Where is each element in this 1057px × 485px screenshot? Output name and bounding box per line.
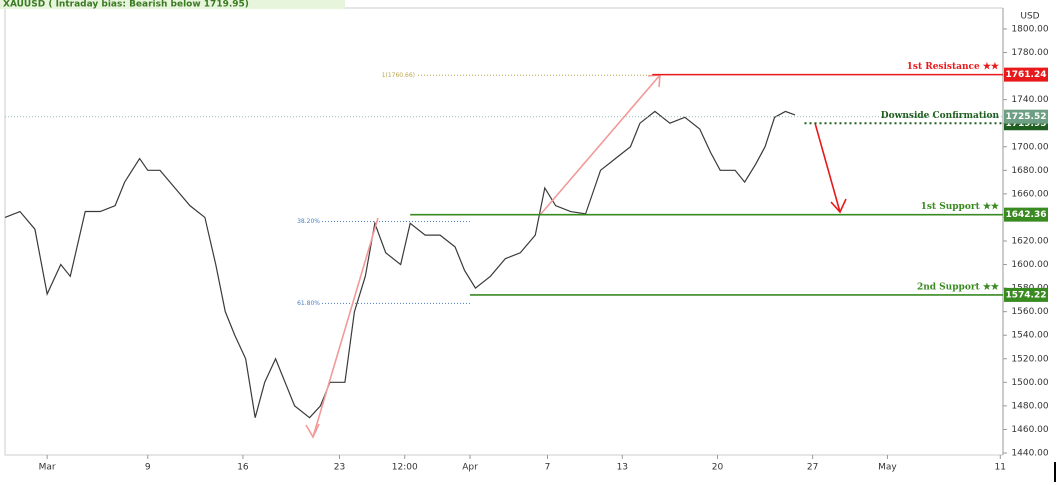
y-tick-label: 1460.00 — [1011, 425, 1048, 435]
price-tag — [1004, 67, 1048, 82]
x-tick-label: 20 — [712, 463, 724, 473]
plot-area — [4, 7, 1004, 456]
y-tick-label: 1700.00 — [1011, 142, 1048, 152]
price-tag — [1004, 207, 1048, 222]
price-tag-label: 1725.52 — [1006, 112, 1047, 122]
y-tick-label: 1780.00 — [1011, 48, 1048, 58]
price-tag-label: 1642.36 — [1006, 210, 1047, 220]
wave-arrow — [312, 217, 379, 438]
fib-label: 1(1760.66) — [382, 72, 415, 79]
x-tick-label: 9 — [145, 463, 151, 473]
chart-title: XAUUSD ( Intraday bias: Bearish below 17… — [3, 0, 249, 10]
target-arrow — [814, 122, 841, 213]
arrow-head — [305, 423, 320, 439]
price-line — [4, 110, 796, 419]
y-tick-label: 1660.00 — [1011, 189, 1048, 199]
y-tick-label: 1620.00 — [1011, 236, 1048, 246]
arrow-head — [830, 198, 847, 214]
y-tick-label: 1520.00 — [1011, 354, 1048, 364]
level-label: 2nd Support ★★ — [917, 281, 1000, 292]
x-tick-label: 7 — [545, 463, 551, 473]
x-tick-label: 16 — [237, 463, 249, 473]
x-tick-label: 27 — [807, 463, 818, 473]
y-tick-label: 1560.00 — [1011, 307, 1048, 317]
level-label: 1st Support ★★ — [921, 201, 1000, 212]
y-tick-label: 1540.00 — [1011, 331, 1048, 341]
x-tick-label: 23 — [334, 463, 345, 473]
title-bg — [0, 0, 345, 9]
x-tick-label: 12:00 — [392, 463, 418, 473]
y-tick-label: 1440.00 — [1011, 448, 1048, 458]
x-tick-label: 13 — [617, 463, 628, 473]
y-tick-label: 1500.00 — [1011, 378, 1048, 388]
y-tick-label: 1740.00 — [1011, 95, 1048, 105]
fib-label: 61.80% — [297, 300, 320, 307]
level-label: Downside Confirmation — [881, 111, 1000, 121]
price-tag-label: 1574.22 — [1006, 290, 1047, 300]
x-tick-label: Apr — [462, 463, 478, 473]
wave-arrow — [539, 74, 661, 216]
y-tick-label: 1800.00 — [1011, 24, 1048, 34]
axis-unit: USD — [1020, 12, 1039, 22]
level-label: 1st Resistance ★★ — [907, 61, 1000, 72]
price-tag-label: 1761.24 — [1006, 70, 1047, 80]
fib-label: 38.20% — [297, 218, 320, 225]
x-tick-label: Mar — [39, 463, 56, 473]
y-tick-label: 1680.00 — [1011, 166, 1048, 176]
x-tick-label: May — [878, 463, 897, 473]
price-tag — [1004, 109, 1048, 124]
x-tick-label: 11 — [995, 463, 1006, 473]
price-tag-label: 1719.95 — [1006, 119, 1047, 129]
y-tick-label: 1600.00 — [1011, 260, 1048, 270]
y-tick-label: 1480.00 — [1011, 401, 1048, 411]
price-tag — [1004, 287, 1048, 302]
